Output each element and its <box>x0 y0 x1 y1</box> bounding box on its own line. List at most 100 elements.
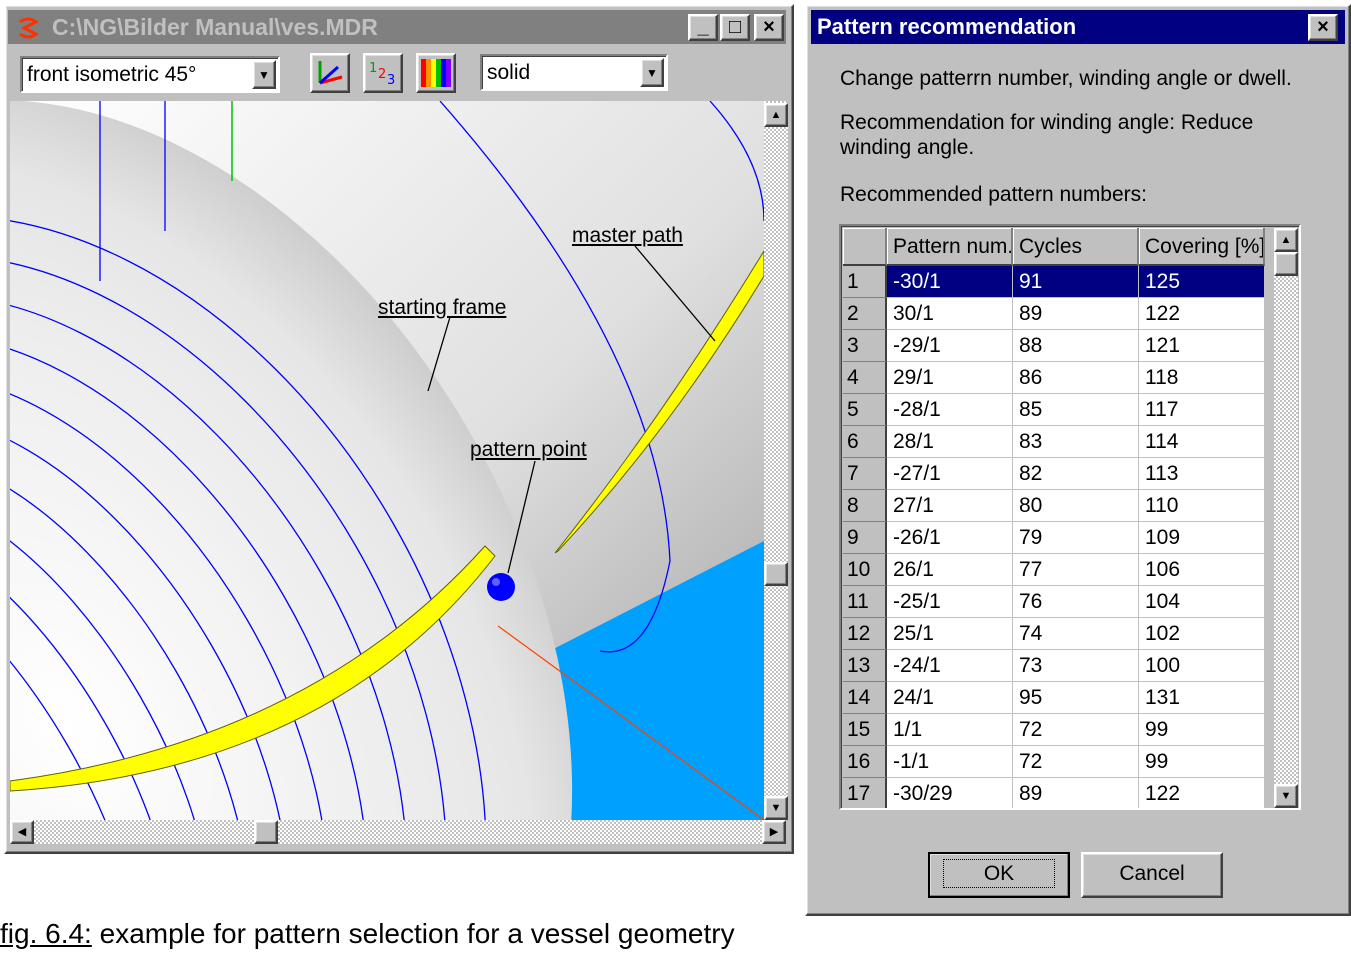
pattern-cell[interactable]: -28/1 <box>887 394 1013 426</box>
cycles-cell[interactable]: 72 <box>1013 714 1139 746</box>
row-number[interactable]: 1 <box>843 266 887 298</box>
column-header[interactable]: Covering [%] <box>1139 228 1265 266</box>
covering-cell[interactable]: 117 <box>1139 394 1265 426</box>
pattern-point-marker[interactable] <box>487 573 515 601</box>
numbering-button[interactable]: 1 2 3 <box>363 53 403 93</box>
column-header[interactable]: Pattern num. <box>887 228 1013 266</box>
cycles-cell[interactable]: 91 <box>1013 266 1139 298</box>
cycles-cell[interactable]: 89 <box>1013 778 1139 808</box>
covering-cell[interactable]: 113 <box>1139 458 1265 490</box>
cycles-cell[interactable]: 79 <box>1013 522 1139 554</box>
covering-cell[interactable]: 99 <box>1139 746 1265 778</box>
pattern-cell[interactable]: 25/1 <box>887 618 1013 650</box>
covering-cell[interactable]: 118 <box>1139 362 1265 394</box>
cancel-button[interactable]: Cancel <box>1081 852 1223 898</box>
3d-viewport[interactable] <box>10 101 764 820</box>
row-number[interactable]: 12 <box>843 618 887 650</box>
covering-cell[interactable]: 100 <box>1139 650 1265 682</box>
cycles-cell[interactable]: 77 <box>1013 554 1139 586</box>
row-number[interactable]: 4 <box>843 362 887 394</box>
chevron-down-icon[interactable]: ▼ <box>640 58 664 87</box>
scroll-left-button[interactable]: ◀ <box>10 820 34 844</box>
row-number[interactable]: 10 <box>843 554 887 586</box>
horizontal-scrollbar[interactable] <box>10 820 764 844</box>
cycles-cell[interactable]: 76 <box>1013 586 1139 618</box>
row-number[interactable]: 8 <box>843 490 887 522</box>
dialog-titlebar[interactable]: Pattern recommendation <box>811 10 1345 44</box>
covering-cell[interactable]: 106 <box>1139 554 1265 586</box>
row-number[interactable]: 6 <box>843 426 887 458</box>
covering-cell[interactable]: 99 <box>1139 714 1265 746</box>
pattern-cell[interactable]: -25/1 <box>887 586 1013 618</box>
pattern-cell[interactable]: 28/1 <box>887 426 1013 458</box>
pattern-cell[interactable]: -30/1 <box>887 266 1013 298</box>
row-number[interactable]: 16 <box>843 746 887 778</box>
row-number[interactable]: 2 <box>843 298 887 330</box>
covering-cell[interactable]: 122 <box>1139 778 1265 808</box>
render-mode-select[interactable]: solid ▼ <box>480 54 668 91</box>
ok-button[interactable]: OK <box>928 852 1070 898</box>
window-titlebar[interactable]: C:\NG\Bilder Manual\ves.MDR <box>8 10 786 44</box>
covering-cell[interactable]: 102 <box>1139 618 1265 650</box>
cycles-cell[interactable]: 88 <box>1013 330 1139 362</box>
cycles-cell[interactable]: 82 <box>1013 458 1139 490</box>
cycles-cell[interactable]: 83 <box>1013 426 1139 458</box>
covering-cell[interactable]: 122 <box>1139 298 1265 330</box>
pattern-cell[interactable]: 24/1 <box>887 682 1013 714</box>
row-number[interactable]: 9 <box>843 522 887 554</box>
view-select[interactable]: front isometric 45° ▼ <box>20 56 280 93</box>
row-number[interactable]: 11 <box>843 586 887 618</box>
row-number[interactable]: 14 <box>843 682 887 714</box>
row-number[interactable]: 3 <box>843 330 887 362</box>
scroll-up-button[interactable]: ▲ <box>764 103 788 127</box>
cycles-cell[interactable]: 80 <box>1013 490 1139 522</box>
minimize-button[interactable]: _ <box>688 14 718 41</box>
table-scroll-down-button[interactable]: ▼ <box>1274 784 1298 808</box>
pattern-cell[interactable]: -24/1 <box>887 650 1013 682</box>
row-number[interactable]: 15 <box>843 714 887 746</box>
covering-cell[interactable]: 104 <box>1139 586 1265 618</box>
covering-cell[interactable]: 125 <box>1139 266 1265 298</box>
dialog-close-button[interactable]: × <box>1308 14 1338 41</box>
close-button[interactable]: × <box>754 14 784 41</box>
cycles-cell[interactable]: 89 <box>1013 298 1139 330</box>
scroll-right-button[interactable]: ▶ <box>762 820 786 844</box>
pattern-cell[interactable]: 1/1 <box>887 714 1013 746</box>
covering-cell[interactable]: 121 <box>1139 330 1265 362</box>
cycles-cell[interactable]: 95 <box>1013 682 1139 714</box>
vertical-scrollbar[interactable] <box>764 101 788 820</box>
pattern-cell[interactable]: 26/1 <box>887 554 1013 586</box>
chevron-down-icon[interactable]: ▼ <box>252 60 276 89</box>
pattern-cell[interactable]: -27/1 <box>887 458 1013 490</box>
pattern-cell[interactable]: 30/1 <box>887 298 1013 330</box>
axes-button[interactable] <box>310 53 350 93</box>
covering-cell[interactable]: 131 <box>1139 682 1265 714</box>
pattern-cell[interactable]: 29/1 <box>887 362 1013 394</box>
pattern-cell[interactable]: -1/1 <box>887 746 1013 778</box>
color-scale-button[interactable] <box>416 53 456 93</box>
scroll-thumb-horizontal[interactable] <box>254 820 278 844</box>
cycles-cell[interactable]: 85 <box>1013 394 1139 426</box>
scroll-down-button[interactable]: ▼ <box>764 796 788 820</box>
covering-cell[interactable]: 114 <box>1139 426 1265 458</box>
pattern-table[interactable]: Pattern num. Cycles Covering [%] 1 -30/1 91 12… <box>839 224 1301 810</box>
table-scroll-thumb[interactable] <box>1274 252 1298 276</box>
row-number[interactable]: 13 <box>843 650 887 682</box>
cycles-cell[interactable]: 73 <box>1013 650 1139 682</box>
pattern-cell[interactable]: -29/1 <box>887 330 1013 362</box>
row-number[interactable]: 17 <box>843 778 887 808</box>
maximize-button[interactable]: □ <box>720 14 750 41</box>
row-number[interactable]: 5 <box>843 394 887 426</box>
cycles-cell[interactable]: 74 <box>1013 618 1139 650</box>
pattern-cell[interactable]: -26/1 <box>887 522 1013 554</box>
table-scrollbar[interactable] <box>1274 228 1298 808</box>
covering-cell[interactable]: 110 <box>1139 490 1265 522</box>
cycles-cell[interactable]: 86 <box>1013 362 1139 394</box>
pattern-cell[interactable]: -30/29 <box>887 778 1013 808</box>
column-header[interactable]: Cycles <box>1013 228 1139 266</box>
pattern-cell[interactable]: 27/1 <box>887 490 1013 522</box>
row-number[interactable]: 7 <box>843 458 887 490</box>
table-scroll-up-button[interactable]: ▲ <box>1274 228 1298 252</box>
cycles-cell[interactable]: 72 <box>1013 746 1139 778</box>
covering-cell[interactable]: 109 <box>1139 522 1265 554</box>
